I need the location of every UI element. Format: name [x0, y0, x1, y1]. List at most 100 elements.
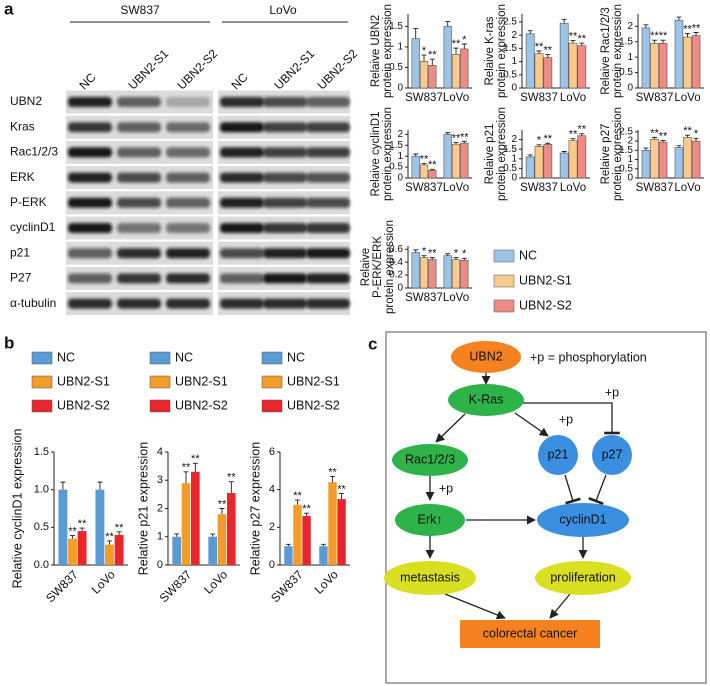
legend-label: NC — [287, 350, 305, 364]
significance: ** — [218, 498, 227, 510]
y-axis-label: Relative cyclinD1 expression — [10, 429, 24, 589]
bar — [58, 489, 68, 565]
y-tick-label: 0.6 — [389, 244, 403, 255]
band — [306, 97, 350, 107]
error-bar — [660, 39, 666, 44]
bar — [577, 45, 587, 89]
y-tick-label: 0 — [627, 173, 633, 184]
error-bar — [339, 492, 345, 500]
band — [220, 122, 264, 133]
bar-chart: Relative p27 expression 0246SW837****LoVo… — [248, 350, 350, 605]
y-tick-label: 4 — [157, 446, 163, 458]
band — [306, 147, 350, 158]
edge-label: +p — [439, 481, 453, 495]
y-tick-label: 6 — [269, 446, 275, 458]
row-label: α-tubulin — [10, 296, 56, 310]
band — [166, 122, 210, 133]
y-axis-label: Relaive p27 — [600, 124, 612, 185]
significance: ** — [578, 33, 587, 45]
x-tick-label: SW837 — [405, 292, 443, 304]
significance: ** — [191, 453, 200, 465]
legend-swatch — [493, 249, 515, 263]
arrow — [549, 593, 571, 619]
node-label: K-Ras — [469, 392, 504, 406]
band — [117, 273, 161, 284]
significance: ** — [428, 248, 437, 260]
legend-label: NC — [519, 248, 537, 262]
node-label: Rac1/2/3 — [405, 452, 455, 466]
y-axis-label: protein expression — [612, 4, 624, 98]
error-bar — [545, 53, 551, 58]
y-tick-label: 2 — [269, 521, 275, 533]
significance: ** — [78, 518, 87, 530]
bar — [543, 144, 553, 179]
band — [220, 223, 264, 233]
edge-label: +p — [605, 385, 619, 399]
band — [306, 298, 350, 309]
error-bar — [79, 527, 85, 532]
y-tick-label: 0.5 — [503, 69, 517, 80]
band — [263, 298, 307, 309]
significance: ** — [544, 133, 553, 145]
bar — [650, 138, 659, 179]
band — [263, 97, 307, 107]
band — [68, 147, 112, 158]
x-tick-label: SW837 — [405, 182, 443, 194]
x-tick-label: SW837 — [268, 567, 306, 605]
node — [538, 435, 578, 475]
significance: ** — [428, 49, 437, 61]
node — [592, 435, 632, 475]
error-bar — [693, 137, 699, 142]
legend-label: UBN2-S1 — [519, 273, 572, 287]
band — [306, 122, 350, 133]
inhibition — [564, 474, 581, 505]
y-tick-label: 3 — [157, 474, 163, 486]
y-tick-label: 0.5 — [389, 62, 403, 73]
x-tick-label: LoVo — [560, 182, 586, 194]
band — [68, 223, 112, 233]
band — [166, 147, 210, 158]
y-tick-label: 1 — [397, 42, 403, 53]
error-bar — [652, 136, 657, 140]
y-tick-label: 2 — [627, 21, 633, 32]
bar — [559, 22, 569, 89]
bar — [534, 53, 544, 89]
y-tick-label: 1 — [397, 151, 403, 162]
legend-swatch — [31, 375, 53, 389]
legend-label: UBN2-S2 — [175, 398, 228, 412]
band — [263, 248, 307, 259]
error-bar — [429, 257, 435, 260]
inhibition — [588, 474, 607, 506]
y-tick-label: 0 — [397, 283, 403, 294]
y-tick-label: 4 — [269, 484, 275, 496]
error-bar — [453, 47, 459, 55]
node — [392, 444, 468, 476]
bar — [658, 42, 668, 89]
bar — [191, 471, 200, 565]
error-bar — [60, 481, 66, 490]
x-tick-label: LoVo — [674, 182, 700, 194]
bar — [419, 164, 429, 179]
error-bar — [643, 24, 649, 28]
bar — [208, 536, 217, 565]
inhibition — [523, 402, 620, 435]
bar — [411, 155, 420, 179]
legend-label: UBN2-S2 — [57, 398, 110, 412]
y-axis-label: Relaive UBN2 — [370, 15, 382, 87]
lane-label: UBN2-S1 — [125, 46, 171, 92]
node-label: p21 — [548, 447, 569, 461]
error-bar — [192, 462, 198, 472]
legend-label: NC — [175, 350, 193, 364]
significance: ** — [578, 124, 587, 136]
error-bar — [643, 147, 649, 151]
bar — [683, 36, 692, 89]
error-bar — [453, 257, 459, 260]
significance: ** — [460, 131, 469, 143]
bar — [525, 156, 535, 179]
row-label: Kras — [10, 119, 35, 133]
error-bar — [295, 499, 300, 505]
row-label: p21 — [10, 245, 30, 259]
bar-chart: Relaive cyclinD1 protein expression 00.511… — [370, 107, 472, 201]
y-axis-label: P-ERK/ERK — [372, 236, 384, 298]
